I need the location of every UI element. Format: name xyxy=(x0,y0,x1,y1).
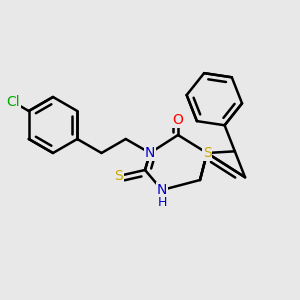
Text: N: N xyxy=(145,146,155,160)
Text: H: H xyxy=(157,196,167,209)
Text: Cl: Cl xyxy=(6,95,20,109)
Text: S: S xyxy=(202,146,211,160)
Text: N: N xyxy=(157,183,167,197)
Text: O: O xyxy=(172,113,183,127)
Text: S: S xyxy=(114,169,123,183)
